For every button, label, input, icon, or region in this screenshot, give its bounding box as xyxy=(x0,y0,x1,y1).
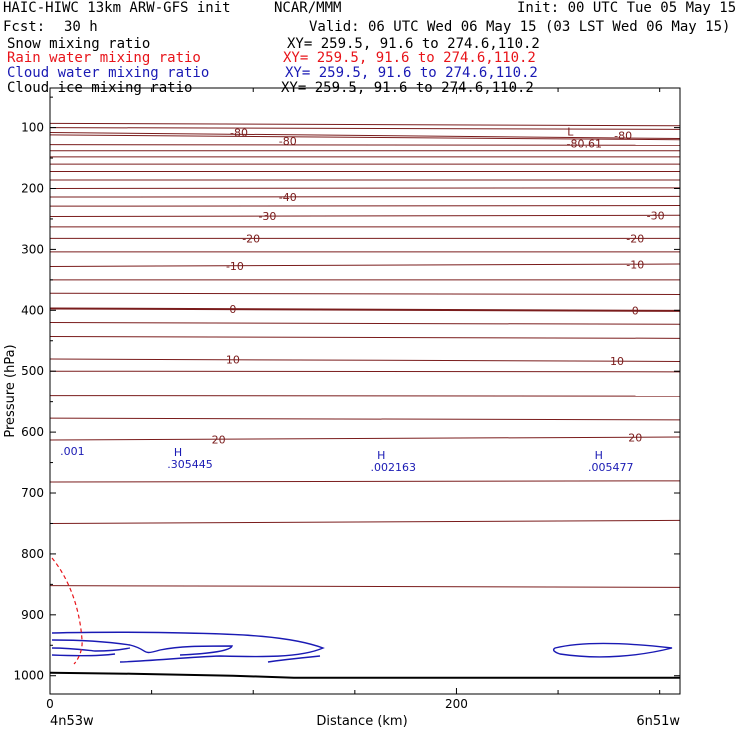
x-tick-label: 200 xyxy=(445,697,468,711)
isotherm-line xyxy=(49,519,681,524)
isotherm-label: 0 xyxy=(632,304,639,317)
org-label: NCAR/MMM xyxy=(274,0,342,16)
plot-frame xyxy=(49,87,681,695)
isotherm-line xyxy=(49,335,681,339)
cloud-water-contour xyxy=(267,655,321,663)
isotherm-label: 20 xyxy=(212,433,226,446)
field-xy-snow: XY= 259.5, 91.6 to 274.6,110.2 xyxy=(287,36,540,52)
isotherm-line xyxy=(49,144,681,146)
model-title: HAIC-HIWC 13km ARW-GFS init xyxy=(3,0,231,16)
x-right-endpoint-label: 6n51w xyxy=(636,714,680,729)
isotherm-label: -10 xyxy=(226,260,244,273)
cloud-water-contour-label: .001 xyxy=(60,445,85,458)
x-left-endpoint-label: 4n53w xyxy=(50,714,94,729)
field-name-cloud-water: Cloud water mixing ratio xyxy=(7,65,210,81)
cloud-water-contour xyxy=(51,631,325,663)
isotherm-line-10 xyxy=(49,358,681,362)
cloud-water-contour xyxy=(552,642,673,658)
field-xy-rain: XY= 259.5, 91.6 to 274.6,110.2 xyxy=(283,50,536,66)
isotherm-line xyxy=(49,480,681,483)
cloud-water-contour xyxy=(51,639,233,656)
isotherm-label: -20 xyxy=(242,232,260,245)
isotherm-label: -30 xyxy=(647,209,665,222)
isotherm-line--40 xyxy=(49,195,681,198)
cloud-water-contour xyxy=(51,653,116,657)
cloud-water-layer xyxy=(51,631,673,663)
rain-water-contour xyxy=(51,557,83,665)
isotherm-line xyxy=(49,187,681,189)
isotherm-line xyxy=(49,417,681,421)
isotherm-line xyxy=(49,122,681,127)
isotherm-line xyxy=(49,292,681,295)
isotherm-line xyxy=(49,321,681,325)
isotherm-line xyxy=(49,205,681,207)
x-axis-title: Distance (km) xyxy=(316,714,407,729)
y-tick-label: 200 xyxy=(21,181,44,195)
y-tick-label: 400 xyxy=(21,303,44,317)
isotherm-line--10 xyxy=(49,263,681,267)
cloud-water-contour xyxy=(51,647,131,652)
field-xy-cloud-water: XY= 259.5, 91.6 to 274.6,110.2 xyxy=(285,65,538,81)
y-tick-label: 1000 xyxy=(13,669,44,683)
field-name-rain: Rain water mixing ratio xyxy=(7,50,201,66)
min-value: -80.61 xyxy=(567,138,602,151)
isotherm-layer xyxy=(49,122,681,588)
isotherm-line xyxy=(49,134,681,141)
isotherm-label: -40 xyxy=(279,191,297,204)
isotherm-line xyxy=(49,585,681,588)
isotherm-label: -80 xyxy=(230,126,248,139)
isotherm-line-0 xyxy=(49,307,681,312)
isotherm-line--80 xyxy=(49,131,681,140)
isotherm-label: 10 xyxy=(226,354,240,367)
y-tick-label: 600 xyxy=(21,425,44,439)
cloud-max-value: .005477 xyxy=(588,461,634,474)
y-axis-title: Pressure (hPa) xyxy=(3,344,18,437)
init-time: Init: 00 UTC Tue 05 May 15 xyxy=(517,0,737,16)
isotherm-line-20 xyxy=(49,436,681,441)
isotherm-line xyxy=(49,395,681,397)
y-tick-label: 500 xyxy=(21,364,44,378)
cloud-max-letter: H xyxy=(174,446,182,459)
isotherm-label: -80 xyxy=(614,130,632,143)
x-tick-label: 0 xyxy=(46,697,54,711)
isotherm-line--30 xyxy=(49,214,681,218)
y-tick-label: 100 xyxy=(21,121,44,135)
isotherm-label: -30 xyxy=(258,210,276,223)
y-tick-label: 900 xyxy=(21,608,44,622)
field-name-snow: Snow mixing ratio xyxy=(7,36,151,52)
isotherm-label: 0 xyxy=(229,303,236,316)
isotherm-label: 20 xyxy=(628,432,642,445)
fcst-label: Fcst: xyxy=(3,19,46,35)
fcst-value: 30 h xyxy=(64,19,98,35)
valid-time: Valid: 06 UTC Wed 06 May 15 (03 LST Wed … xyxy=(309,19,731,35)
cloud-max-letter: H xyxy=(595,449,603,462)
cloud-max-value: .002163 xyxy=(371,461,417,474)
isotherm-label: -80 xyxy=(279,135,297,148)
isotherm-label: 10 xyxy=(610,355,624,368)
y-tick-label: 800 xyxy=(21,547,44,561)
y-tick-label: 700 xyxy=(21,486,44,500)
terrain-surface-line xyxy=(49,671,680,679)
isotherm-label: -20 xyxy=(626,232,644,245)
isotherm-label: -10 xyxy=(626,259,644,272)
isotherm-line xyxy=(49,127,681,130)
min-letter: L xyxy=(567,126,574,139)
isotherm-line xyxy=(49,370,681,373)
terrain-layer xyxy=(49,671,680,679)
cloud-max-value: .305445 xyxy=(167,458,213,471)
rain-water-layer xyxy=(51,557,83,665)
y-tick-label: 300 xyxy=(21,242,44,256)
cloud-max-letter: H xyxy=(377,449,385,462)
